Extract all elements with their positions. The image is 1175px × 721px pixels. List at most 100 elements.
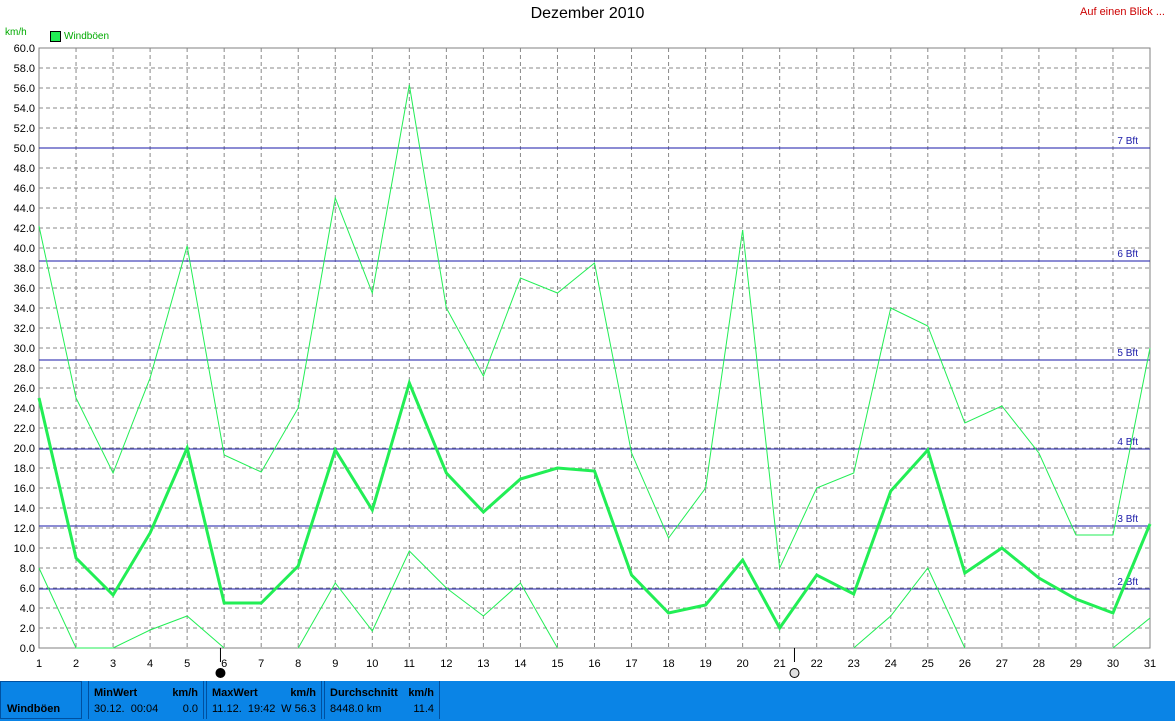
chart: 0.0 2.0 4.0 6.0 8.0 10.0 12.0 14.0 16.0 18.0 20.0 2…	[14, 43, 1156, 678]
x-tick-label: 30	[1107, 658, 1119, 670]
x-tick-label: 19	[699, 658, 711, 670]
avg-value: 11.4	[413, 703, 434, 715]
beaufort-label: 6 Bft	[1117, 249, 1138, 260]
y-axis-unit: km/h	[5, 27, 27, 38]
y-tick-label: 54.0	[14, 103, 35, 115]
x-tick-label: 12	[440, 658, 452, 670]
max-when: 11.12. 19:42	[212, 703, 276, 715]
y-tick-label: 22.0	[14, 423, 35, 435]
new-moon-icon	[215, 668, 226, 678]
y-tick-label: 56.0	[14, 83, 35, 95]
series-min-line	[38, 567, 225, 649]
y-tick-label: 38.0	[14, 263, 35, 275]
series-max-line	[38, 84, 1151, 570]
stats-bar: Windböen MinWert km/h 30.12. 00:04 0.0 Max…	[0, 681, 1175, 721]
x-tick-label: 3	[110, 658, 116, 670]
stats-row-label-cell: Windböen	[0, 681, 82, 719]
y-tick-label: 28.0	[14, 363, 35, 375]
beaufort-label: 4 Bft	[1117, 437, 1138, 448]
avg-distance: 8448.0 km	[330, 703, 382, 715]
y-tick-label: 26.0	[14, 383, 35, 395]
min-unit: km/h	[172, 687, 198, 699]
y-tick-label: 32.0	[14, 323, 35, 335]
y-tick-label: 60.0	[14, 43, 35, 55]
y-tick-label: 48.0	[14, 163, 35, 175]
x-tick-label: 18	[662, 658, 674, 670]
x-tick-label: 20	[737, 658, 749, 670]
min-stat-box: MinWert km/h 30.12. 00:04 0.0	[88, 681, 204, 719]
x-tick-label: 16	[588, 658, 600, 670]
legend-swatch	[50, 31, 61, 42]
avg-stat-box: Durchschnitt km/h 8448.0 km 11.4	[324, 681, 440, 719]
y-tick-label: 8.0	[20, 563, 35, 575]
x-tick-label: 4	[147, 658, 153, 670]
x-tick-label: 29	[1070, 658, 1082, 670]
x-tick-label: 22	[811, 658, 823, 670]
max-label: MaxWert	[212, 687, 258, 699]
y-tick-label: 36.0	[14, 283, 35, 295]
y-tick-label: 58.0	[14, 63, 35, 75]
series-average-line	[37, 378, 1152, 631]
legend: Windböen	[50, 31, 109, 42]
x-tick-label: 17	[625, 658, 637, 670]
beaufort-label: 5 Bft	[1117, 348, 1138, 359]
y-tick-label: 30.0	[14, 343, 35, 355]
y-tick-label: 10.0	[14, 543, 35, 555]
overview-link[interactable]: Auf einen Blick ...	[1080, 6, 1165, 18]
x-tick-label: 24	[885, 658, 897, 670]
y-tick-label: 12.0	[14, 523, 35, 535]
y-tick-label: 46.0	[14, 183, 35, 195]
x-tick-label: 26	[959, 658, 971, 670]
y-tick-label: 14.0	[14, 503, 35, 515]
x-tick-label: 2	[73, 658, 79, 670]
avg-label: Durchschnitt	[330, 687, 398, 699]
x-tick-label: 7	[258, 658, 264, 670]
x-tick-label: 23	[848, 658, 860, 670]
y-tick-label: 16.0	[14, 483, 35, 495]
beaufort-label: 7 Bft	[1117, 136, 1138, 147]
full-moon-icon	[789, 668, 800, 678]
x-tick-label: 11	[404, 658, 415, 670]
y-tick-label: 40.0	[14, 243, 35, 255]
y-tick-label: 20.0	[14, 443, 35, 455]
beaufort-label: 2 Bft	[1117, 577, 1138, 588]
y-tick-label: 44.0	[14, 203, 35, 215]
max-value: W 56.3	[281, 703, 316, 715]
x-tick-label: 1	[36, 658, 42, 670]
avg-unit: km/h	[408, 687, 434, 699]
x-tick-label: 6	[221, 658, 227, 670]
x-tick-label: 8	[295, 658, 301, 670]
max-stat-box: MaxWert km/h 11.12. 19:42 W 56.3	[206, 681, 322, 719]
series-min-line	[1112, 617, 1151, 649]
y-tick-label: 24.0	[14, 403, 35, 415]
max-unit: km/h	[290, 687, 316, 699]
x-tick-label: 10	[366, 658, 378, 670]
legend-label: Windböen	[64, 31, 110, 42]
x-tick-label: 13	[477, 658, 489, 670]
y-tick-label: 34.0	[14, 303, 35, 315]
min-value: 0.0	[182, 703, 198, 715]
beaufort-label: 3 Bft	[1117, 514, 1138, 525]
x-tick-label: 14	[514, 658, 526, 670]
y-tick-label: 52.0	[14, 123, 35, 135]
chart-title: Dezember 2010	[530, 5, 645, 22]
x-tick-label: 28	[1033, 658, 1045, 670]
y-tick-label: 2.0	[20, 623, 35, 635]
y-tick-label: 4.0	[20, 603, 35, 615]
x-tick-label: 21	[774, 658, 786, 670]
x-tick-label: 25	[922, 658, 934, 670]
min-when: 30.12. 00:04	[94, 703, 159, 715]
y-tick-label: 18.0	[14, 463, 35, 475]
min-label: MinWert	[94, 687, 138, 699]
x-tick-label: 27	[996, 658, 1008, 670]
series-min-line	[853, 567, 966, 649]
x-tick-label: 5	[184, 658, 190, 670]
y-tick-label: 50.0	[14, 143, 35, 155]
x-tick-label: 15	[551, 658, 563, 670]
y-tick-label: 6.0	[20, 583, 35, 595]
y-tick-label: 42.0	[14, 223, 35, 235]
stats-row-label: Windböen	[7, 703, 61, 715]
x-tick-label: 31	[1144, 658, 1156, 670]
y-tick-label: 0.0	[20, 643, 35, 655]
x-tick-label: 9	[332, 658, 338, 670]
